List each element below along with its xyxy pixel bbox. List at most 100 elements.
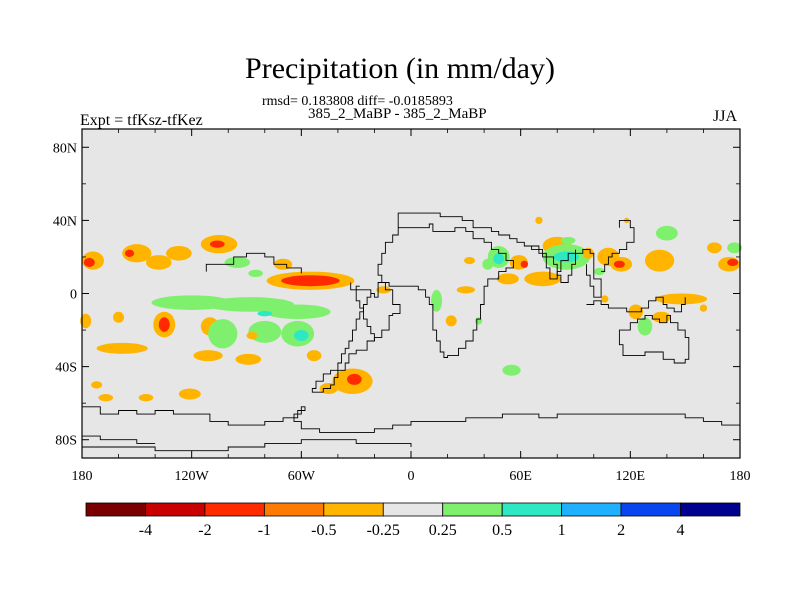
coastline-antarctica-ross (82, 435, 156, 444)
anomaly-blob-57 (655, 225, 678, 241)
coastline-australia (618, 314, 690, 364)
anomaly-blob-1 (83, 257, 95, 267)
anomaly-blob-52 (582, 247, 594, 259)
colorbar-label-1: -2 (198, 522, 211, 539)
chart-subtitle: 385_2_MaBP - 385_2_MaBP (308, 106, 487, 122)
anomaly-blob-16 (264, 304, 331, 320)
colorbar-label-4: -0.25 (367, 522, 400, 539)
anomaly-blob-33 (98, 394, 114, 402)
anomaly-blob-49 (553, 251, 580, 263)
colorbar-label-0: -4 (139, 522, 152, 539)
anomaly-blob-13 (376, 286, 391, 294)
coastline-east-asia (601, 219, 635, 273)
colorbar-swatch-6 (442, 502, 503, 517)
colorbar-swatch-9 (620, 502, 681, 517)
anomaly-blob-58 (707, 242, 722, 254)
anomaly-blob-67 (601, 295, 609, 303)
coastline-north-america-north (205, 252, 302, 274)
y-tick-label-4: 80S (55, 434, 77, 449)
anomaly-blob-70 (652, 311, 671, 323)
colorbar-swatch-0 (85, 502, 146, 517)
anomaly-blob-31 (306, 350, 322, 362)
coastline-antarctica-inner (82, 439, 412, 452)
anomaly-blob-60 (727, 258, 739, 267)
map-background (82, 129, 740, 458)
anomaly-blob-28 (96, 342, 148, 354)
anomaly-blob-45 (520, 260, 528, 268)
season-label: JJA (713, 108, 738, 125)
anomaly-blob-63 (456, 286, 475, 294)
experiment-label: Expt = tfKsz-tfKez (80, 112, 203, 129)
colorbar-label-7: 1 (558, 522, 566, 539)
anomaly-blob-30 (235, 353, 262, 365)
x-tick-label-2: 60W (288, 469, 316, 484)
colorbar: -4 -2 -1 -0.5 -0.25 0.25 0.5 1 2 4 (85, 502, 741, 539)
anomaly-blob-64 (431, 289, 443, 312)
coastline-south-america (311, 282, 401, 393)
y-tick-label-3: 40S (55, 361, 77, 376)
colorbar-swatch-1 (145, 502, 206, 517)
coastline-maritime (586, 296, 686, 313)
anomaly-blob-50 (524, 271, 561, 287)
y-tick-label-0: 80N (53, 141, 77, 156)
anomaly-blob-27 (246, 331, 258, 340)
colorbar-swatch-7 (501, 502, 563, 517)
colorbar-label-8: 2 (617, 522, 625, 539)
x-tick-label-6: 180 (730, 469, 751, 484)
coastline-india-bay (531, 245, 576, 280)
anomaly-blob-66 (474, 317, 483, 325)
anomaly-blob-2 (122, 244, 152, 263)
anomaly-blob-17 (257, 310, 273, 317)
anomaly-blob-24 (248, 320, 282, 343)
anomaly-blob-37 (347, 373, 362, 385)
anomaly-blob-56 (644, 249, 675, 272)
anomaly-blob-8 (224, 256, 251, 268)
anomaly-blob-34 (138, 394, 154, 402)
coastline-antarctica (82, 406, 741, 433)
anomaly-blob-29 (193, 350, 223, 362)
stats-line: rmsd= 0.183808 diff= -0.0185893 (262, 94, 453, 109)
colorbar-label-3: -0.5 (311, 522, 336, 539)
colorbar-label-6: 0.5 (492, 522, 512, 539)
colorbar-label-9: 4 (677, 522, 685, 539)
y-tick-label-2: 0 (70, 288, 77, 303)
anomaly-blob-32 (91, 381, 103, 389)
anomaly-blob-55 (593, 267, 605, 276)
anomaly-blob-35 (178, 388, 201, 400)
x-axis-ticks: 180 120W 60W 0 60E 120E 180 (72, 129, 751, 484)
anomaly-blob-12 (281, 275, 340, 287)
anomaly-blob-5 (166, 245, 192, 261)
anomaly-blob-43 (496, 273, 519, 285)
colorbar-swatch-10 (680, 502, 741, 517)
anomaly-blob-4 (145, 255, 172, 270)
colorbar-swatch-3 (263, 502, 325, 517)
y-axis-ticks: 80N 40N 0 40S 80S (53, 141, 740, 449)
anomaly-blob-7 (209, 240, 225, 248)
anomaly-blob-42 (493, 253, 505, 265)
x-tick-label-1: 120W (175, 469, 210, 484)
anomaly-blob-39 (464, 256, 475, 265)
anomaly-blob-19 (113, 311, 125, 323)
coastline-africa (377, 220, 514, 358)
colorbar-label-5: 0.25 (429, 522, 457, 539)
anomaly-blob-72 (535, 216, 543, 225)
anomaly-blob-71 (502, 364, 521, 376)
anomaly-blob-65 (445, 315, 457, 327)
colorbar-swatch-2 (204, 502, 265, 517)
x-tick-label-3: 0 (408, 469, 415, 484)
anomaly-blob-47 (560, 236, 576, 245)
anomaly-blob-54 (613, 260, 625, 268)
x-tick-label-5: 120E (616, 469, 646, 484)
colorbar-swatch-8 (561, 502, 622, 517)
colorbar-label-2: -1 (258, 522, 271, 539)
chart-title: Precipitation (in mm/day) (245, 52, 555, 85)
anomaly-blob-69 (637, 317, 653, 336)
coastline-south-america-west (355, 285, 375, 341)
anomaly-blob-23 (208, 319, 238, 349)
anomaly-blob-26 (294, 330, 309, 342)
anomaly-blob-74 (699, 304, 708, 312)
anomaly-blob-3 (124, 249, 135, 257)
anomaly-blob-18 (80, 313, 92, 329)
anomaly-blob-62 (655, 293, 708, 305)
